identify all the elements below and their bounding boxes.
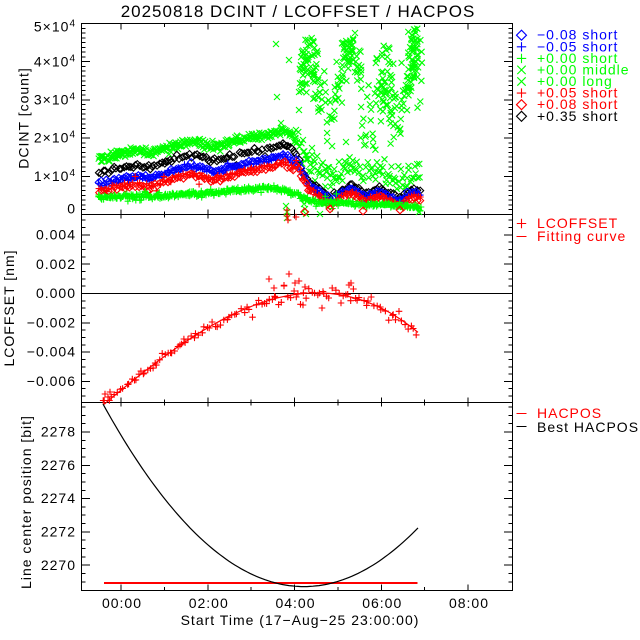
svg-text:06:00: 06:00 (362, 595, 402, 611)
svg-text:Start Time (17−Aug−25 23:00:00: Start Time (17−Aug−25 23:00:00) (181, 612, 420, 628)
svg-text:−0.05 short: −0.05 short (537, 38, 618, 54)
svg-text:5×104: 5×104 (34, 19, 76, 35)
svg-text:2276: 2276 (41, 457, 76, 473)
svg-text:2272: 2272 (41, 524, 76, 540)
svg-text:+0.00 short: +0.00 short (537, 50, 618, 66)
svg-text:04:00: 04:00 (275, 595, 315, 611)
svg-text:−0.002: −0.002 (27, 314, 76, 330)
svg-text:+0.00 long: +0.00 long (537, 73, 613, 89)
svg-text:Fitting curve: Fitting curve (537, 228, 626, 244)
svg-text:0: 0 (67, 200, 76, 216)
svg-text:LCOFFSET [nm]: LCOFFSET [nm] (1, 250, 17, 367)
svg-text:2×104: 2×104 (34, 130, 76, 146)
svg-text:4×104: 4×104 (34, 53, 76, 69)
svg-text:00:00: 00:00 (102, 595, 142, 611)
svg-text:HACPOS: HACPOS (537, 405, 602, 421)
svg-text:3×104: 3×104 (34, 92, 76, 108)
svg-text:0.002: 0.002 (36, 256, 76, 272)
svg-text:−0.004: −0.004 (27, 344, 76, 360)
svg-text:20250818 DCINT / LCOFFSET / HA: 20250818 DCINT / LCOFFSET / HACPOS (121, 2, 476, 21)
svg-text:2270: 2270 (41, 557, 76, 573)
svg-text:2278: 2278 (41, 424, 76, 440)
svg-text:02:00: 02:00 (189, 595, 229, 611)
svg-text:Best HACPOS: Best HACPOS (537, 419, 639, 435)
svg-text:−0.006: −0.006 (27, 373, 76, 389)
svg-text:LCOFFSET: LCOFFSET (537, 215, 618, 231)
svg-text:+0.08 short: +0.08 short (537, 96, 618, 112)
svg-text:+0.05 short: +0.05 short (537, 85, 618, 101)
svg-text:DCINT [count]: DCINT [count] (16, 67, 32, 168)
svg-text:2274: 2274 (41, 490, 76, 506)
svg-text:0.004: 0.004 (36, 227, 76, 243)
svg-text:−0.08 short: −0.08 short (537, 27, 618, 43)
svg-text:1×104: 1×104 (34, 168, 76, 184)
svg-text:+0.35 short: +0.35 short (537, 108, 618, 124)
svg-text:+0.00 middle: +0.00 middle (537, 61, 630, 77)
svg-text:0.000: 0.000 (36, 285, 76, 301)
svg-text:08:00: 08:00 (449, 595, 489, 611)
svg-text:Line center position [bit]: Line center position [bit] (18, 415, 34, 589)
